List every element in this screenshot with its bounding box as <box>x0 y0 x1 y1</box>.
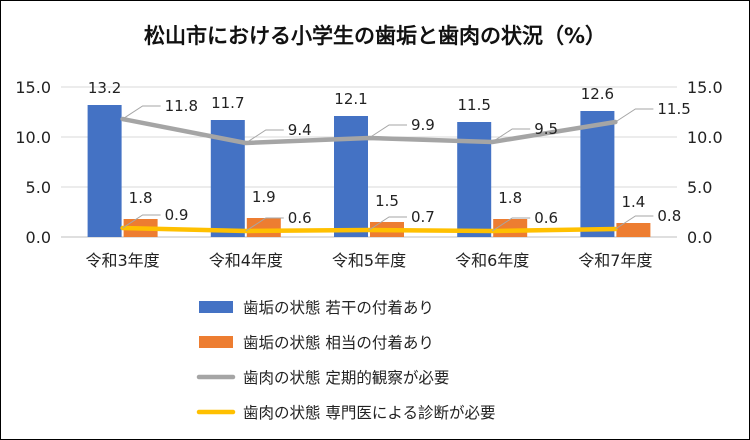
y-tick-label-left: 0.0 <box>26 228 51 247</box>
label-leader-line <box>491 217 531 232</box>
bar-data-label: 11.7 <box>211 94 244 112</box>
line-data-label: 0.6 <box>534 209 558 227</box>
line-data-label: 11.8 <box>165 97 198 115</box>
chart-title: 松山市における小学生の歯垢と歯肉の状況（%） <box>144 24 606 48</box>
category-label: 令和5年度 <box>332 251 406 270</box>
bar-data-label: 1.5 <box>375 192 399 210</box>
legend-swatch <box>199 336 233 348</box>
bar-plaque-slight <box>87 105 122 237</box>
category-axis: 令和3年度 令和4年度 令和5年度 令和6年度 令和7年度 <box>86 251 653 270</box>
legend-label: 歯垢の状態 相当の付着あり <box>243 334 434 352</box>
category-label: 令和6年度 <box>455 251 529 270</box>
bar-data-label: 1.9 <box>252 188 276 206</box>
label-leader-line <box>245 129 284 144</box>
bar-data-label: 1.8 <box>129 189 153 207</box>
category-label: 令和7年度 <box>578 251 652 270</box>
bar-data-label: 12.1 <box>334 90 367 108</box>
category-label: 令和3年度 <box>86 251 160 270</box>
line-data-label: 0.9 <box>165 206 189 224</box>
bar-plaque-considerable <box>616 223 651 237</box>
bar-data-label: 13.2 <box>88 79 121 97</box>
line-data-label: 0.7 <box>411 208 435 226</box>
bar-data-label: 11.5 <box>457 96 490 114</box>
bar-plaque-slight <box>334 116 368 237</box>
bar-data-label: 12.6 <box>581 85 614 103</box>
y-tick-label-right: 0.0 <box>687 228 712 247</box>
line-data-label: 9.9 <box>411 116 435 134</box>
bar-plaque-slight <box>580 111 615 237</box>
y-tick-label-right: 5.0 <box>687 178 712 197</box>
legend-swatch <box>199 301 233 313</box>
bar-plaque-considerable <box>493 219 528 237</box>
line-data-label: 0.6 <box>288 209 312 227</box>
label-leader-line <box>122 214 161 229</box>
bar-layer <box>87 105 651 237</box>
left-axis-ticks: 0.0 5.0 10.0 15.0 <box>15 78 51 247</box>
y-tick-label-left: 5.0 <box>26 178 51 197</box>
label-leader-line <box>245 217 284 232</box>
line-data-label: 0.8 <box>657 207 681 225</box>
line-data-label: 9.5 <box>534 120 558 138</box>
bar-data-label: 1.4 <box>621 193 645 211</box>
label-leader-line <box>615 108 654 123</box>
legend-label: 歯肉の状態 専門医による診断が必要 <box>243 404 495 422</box>
legend-label: 歯肉の状態 定期的観察が必要 <box>243 369 449 387</box>
right-axis-ticks: 0.0 5.0 10.0 15.0 <box>687 78 723 247</box>
label-leader-line <box>122 105 161 120</box>
label-leader-line <box>615 215 654 230</box>
label-leader-line <box>491 128 531 143</box>
line-data-label: 11.5 <box>657 100 690 118</box>
label-leader-line <box>368 216 407 231</box>
label-leader-line <box>368 124 407 139</box>
legend-label: 歯垢の状態 若干の付着あり <box>243 299 434 317</box>
category-label: 令和4年度 <box>209 251 283 270</box>
y-tick-label-left: 15.0 <box>15 78 51 97</box>
y-tick-label-right: 10.0 <box>687 128 723 147</box>
y-tick-label-left: 10.0 <box>15 128 51 147</box>
bar-data-label: 1.8 <box>498 189 522 207</box>
y-tick-label-right: 15.0 <box>687 78 723 97</box>
line-layer <box>120 105 654 234</box>
line-data-label: 9.4 <box>288 121 312 139</box>
data-label-layer: 13.2 11.7 12.1 11.5 12.6 1.8 1.9 1.5 1.8 1.4 11.8 9… <box>88 79 691 227</box>
